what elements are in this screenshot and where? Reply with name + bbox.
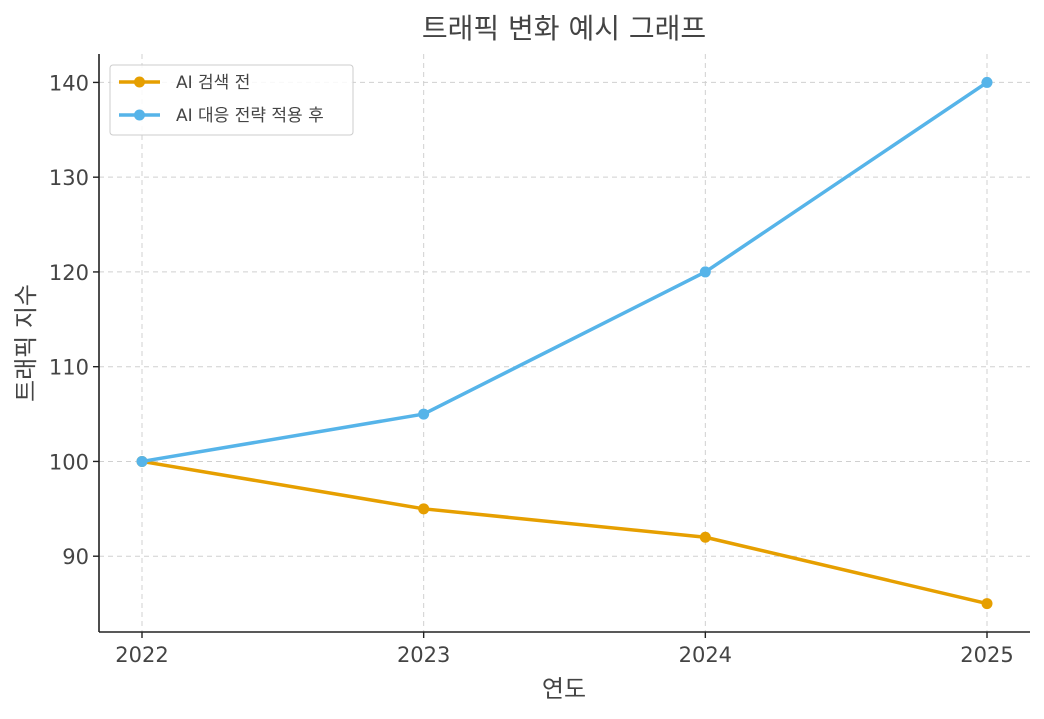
legend-swatch-marker — [134, 109, 145, 121]
y-axis-title: 트래픽 지수 — [12, 284, 40, 402]
y-tick-label: 110 — [49, 356, 89, 380]
legend-label: AI 검색 전 — [176, 73, 250, 93]
x-tick-label: 2025 — [960, 643, 1013, 667]
legend: AI 검색 전 AI 대응 전략 적용 후 — [109, 64, 354, 136]
series-line — [140, 459, 989, 606]
data-point — [981, 76, 993, 88]
data-point — [699, 266, 711, 278]
data-point — [699, 531, 711, 543]
series-layer — [136, 76, 993, 610]
y-tick-label: 90 — [62, 545, 89, 569]
x-tick-label: 2024 — [679, 643, 732, 667]
y-tick-label: 140 — [49, 71, 89, 95]
legend-swatch-marker — [134, 76, 145, 88]
x-tick-label: 2023 — [397, 643, 450, 667]
grid-layer — [99, 54, 1030, 632]
legend-label: AI 대응 전략 적용 후 — [176, 106, 324, 126]
y-tick-label: 130 — [49, 166, 89, 190]
y-tick-label: 120 — [49, 261, 89, 285]
chart-title: 트래픽 변화 예시 그래프 — [422, 12, 706, 45]
series-2 — [136, 76, 993, 467]
legend-box — [109, 64, 354, 136]
legend-items: AI 검색 전 AI 대응 전략 적용 후 — [119, 73, 324, 126]
data-point — [136, 455, 148, 467]
series-line — [140, 80, 989, 464]
series-1 — [136, 455, 993, 610]
y-tick-label: 100 — [49, 450, 89, 474]
ticks-layer: 90 100 110 120 130 140 2022 2023 2024 2025 — [49, 71, 1014, 667]
legend-item: AI 대응 전략 적용 후 — [119, 106, 324, 126]
data-point — [418, 503, 430, 515]
x-tick-label: 2022 — [115, 643, 168, 667]
data-point — [418, 408, 430, 420]
x-axis-title: 연도 — [542, 675, 586, 703]
data-point — [981, 598, 993, 610]
legend-item: AI 검색 전 — [119, 73, 250, 93]
